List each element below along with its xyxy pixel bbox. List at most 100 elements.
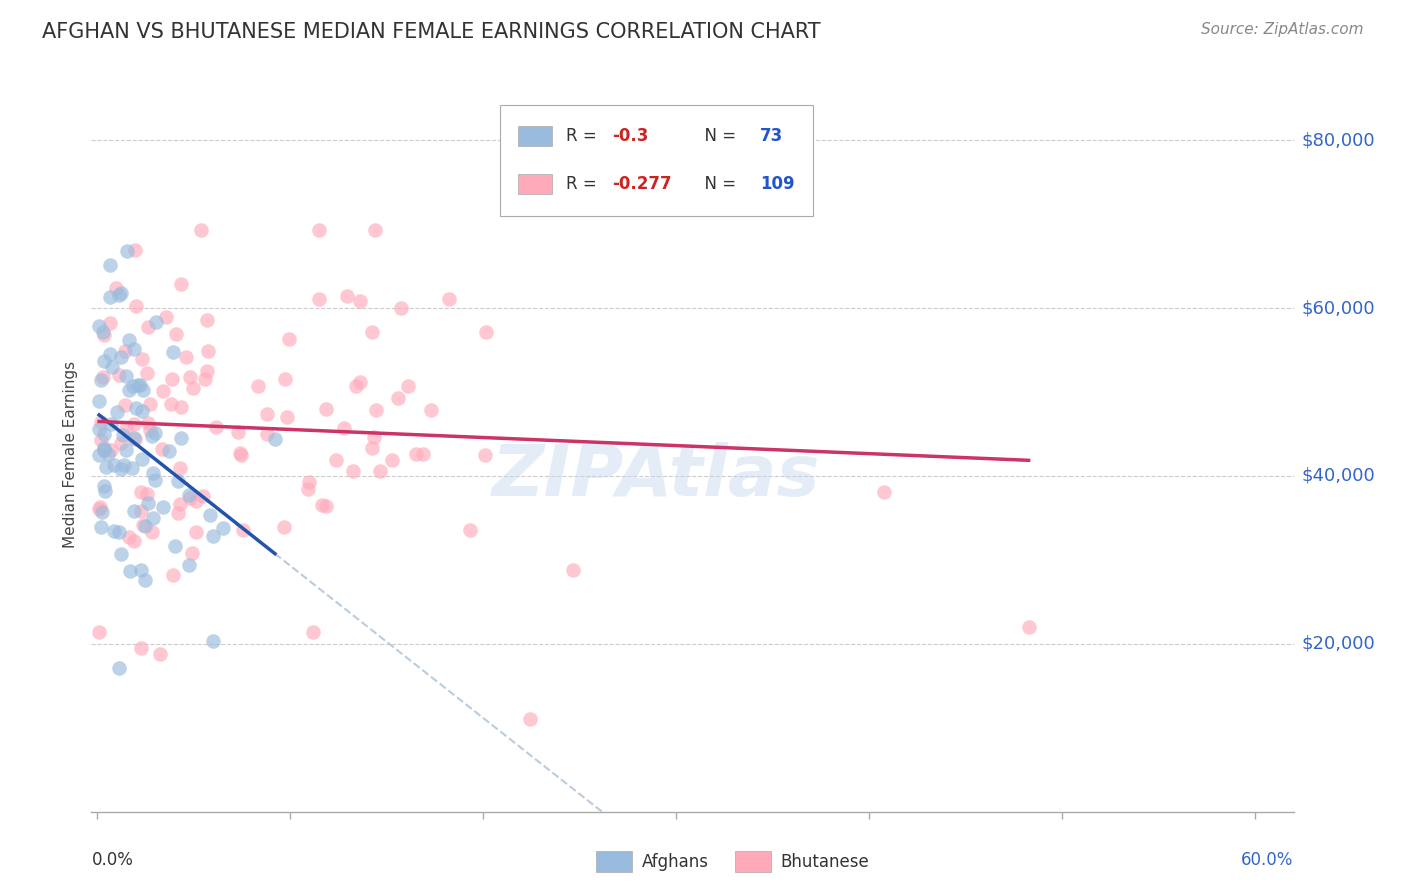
Point <box>165 326 187 341</box>
Point <box>131 518 153 533</box>
Point <box>89 500 111 514</box>
Point <box>122 534 145 549</box>
Text: Afghans: Afghans <box>643 853 709 871</box>
Point <box>100 417 122 431</box>
Point <box>93 426 115 441</box>
Point <box>131 351 153 366</box>
Point <box>315 401 337 416</box>
Point <box>366 402 388 417</box>
Point <box>474 448 496 462</box>
Point <box>562 563 585 577</box>
Text: $40,000: $40,000 <box>1302 467 1375 485</box>
Point <box>142 510 165 524</box>
Point <box>298 475 321 489</box>
Point <box>160 397 183 411</box>
Text: $20,000: $20,000 <box>1302 635 1375 653</box>
Point <box>136 487 159 501</box>
Point <box>190 223 212 237</box>
Point <box>412 447 434 461</box>
Point <box>162 567 184 582</box>
Point <box>131 404 153 418</box>
Point <box>458 523 481 537</box>
Point <box>174 350 197 364</box>
Text: AFGHAN VS BHUTANESE MEDIAN FEMALE EARNINGS CORRELATION CHART: AFGHAN VS BHUTANESE MEDIAN FEMALE EARNIN… <box>42 22 821 42</box>
Point <box>195 364 218 378</box>
Point <box>193 489 215 503</box>
Point <box>344 379 367 393</box>
Point <box>124 504 146 518</box>
Point <box>117 333 139 347</box>
Point <box>276 410 298 425</box>
Point <box>419 403 441 417</box>
Point <box>125 401 148 415</box>
Point <box>519 712 541 726</box>
Point <box>389 301 412 316</box>
Point <box>202 529 225 543</box>
Point <box>368 465 391 479</box>
Point <box>342 464 364 478</box>
Point <box>142 466 165 480</box>
Point <box>108 661 131 675</box>
Point <box>169 400 191 414</box>
Point <box>93 328 115 343</box>
Point <box>226 425 249 440</box>
Point <box>112 458 135 472</box>
Point <box>274 372 297 386</box>
Point <box>165 540 187 554</box>
Point <box>131 383 153 397</box>
Point <box>333 420 356 434</box>
Point <box>181 381 204 395</box>
Point <box>179 491 201 505</box>
Point <box>122 378 145 392</box>
Point <box>143 425 166 440</box>
Point <box>118 383 141 397</box>
Point <box>138 416 160 430</box>
Point <box>1018 620 1040 634</box>
Point <box>302 625 325 640</box>
Point <box>627 175 650 189</box>
Text: $80,000: $80,000 <box>1302 131 1375 149</box>
Point <box>87 448 110 462</box>
Point <box>256 407 278 421</box>
Point <box>121 461 143 475</box>
Point <box>114 344 136 359</box>
Point <box>256 426 278 441</box>
Point <box>122 431 145 445</box>
Point <box>100 442 122 457</box>
Point <box>155 310 177 324</box>
Point <box>93 441 115 455</box>
Text: 109: 109 <box>759 175 794 193</box>
Point <box>202 634 225 648</box>
Point <box>141 524 163 539</box>
Point <box>169 498 191 512</box>
Point <box>198 508 221 522</box>
Point <box>110 548 132 562</box>
Point <box>212 521 235 535</box>
Point <box>162 344 184 359</box>
Point <box>229 448 252 462</box>
Point <box>103 458 125 472</box>
Point <box>134 574 156 588</box>
Point <box>103 524 125 538</box>
Point <box>141 429 163 443</box>
Text: R =: R = <box>567 175 602 193</box>
Point <box>167 474 190 488</box>
Text: ZIPAtlas: ZIPAtlas <box>492 442 821 511</box>
Point <box>87 421 110 435</box>
Point <box>246 379 269 393</box>
Point <box>361 325 384 339</box>
Point <box>308 292 330 306</box>
Point <box>349 294 371 309</box>
Point <box>437 292 460 306</box>
Point <box>381 453 404 467</box>
Text: $60,000: $60,000 <box>1302 299 1375 317</box>
Point <box>90 519 112 533</box>
Point <box>110 285 132 300</box>
Point <box>363 429 385 443</box>
FancyBboxPatch shape <box>596 851 633 872</box>
Point <box>149 647 172 661</box>
Point <box>105 281 128 295</box>
Text: Bhutanese: Bhutanese <box>780 853 869 871</box>
Point <box>311 498 333 512</box>
FancyBboxPatch shape <box>501 105 813 216</box>
